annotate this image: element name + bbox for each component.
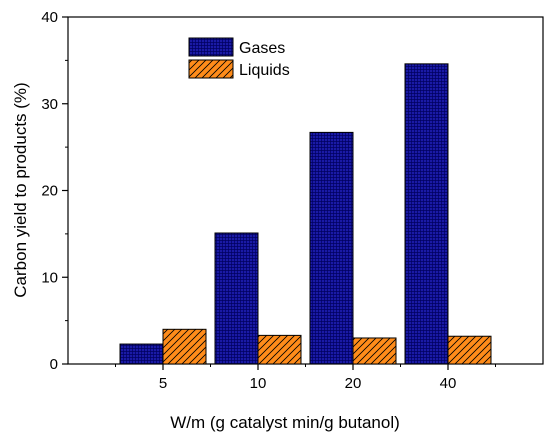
plot-area [67,16,544,365]
x-tick-label: 10 [250,375,267,392]
bar-gases-10 [214,232,259,365]
axes: 0 10 20 30 40 5 10 20 40 [41,9,496,392]
y-tick-label: 30 [41,96,58,113]
x-axis-title: W/m (g catalyst min/g butanol) [170,413,400,432]
bar-liquids-10 [257,334,302,365]
x-tick-label: 5 [159,375,167,392]
legend-swatch-gases [188,37,234,57]
plot-frame [67,16,544,365]
legend: Gases Liquids [188,37,290,79]
bar-gases-5 [119,343,164,365]
legend-swatch-liquids [188,59,234,79]
bar-liquids-5 [162,328,207,365]
x-tick-label: 20 [345,375,362,392]
bars [119,63,492,365]
bar-gases-20 [309,131,354,365]
legend-label-gases: Gases [239,40,285,57]
x-tick-label: 40 [440,375,457,392]
y-axis-title: Carbon yield to products (%) [11,82,30,297]
bar-liquids-40 [447,335,492,365]
y-tick-label: 0 [50,356,58,373]
bar-liquids-20 [352,337,397,365]
y-tick-label: 20 [41,183,58,200]
legend-label-liquids: Liquids [239,62,290,79]
y-tick-label: 40 [41,9,58,26]
bar-gases-40 [404,63,449,365]
y-tick-label: 10 [41,269,58,286]
